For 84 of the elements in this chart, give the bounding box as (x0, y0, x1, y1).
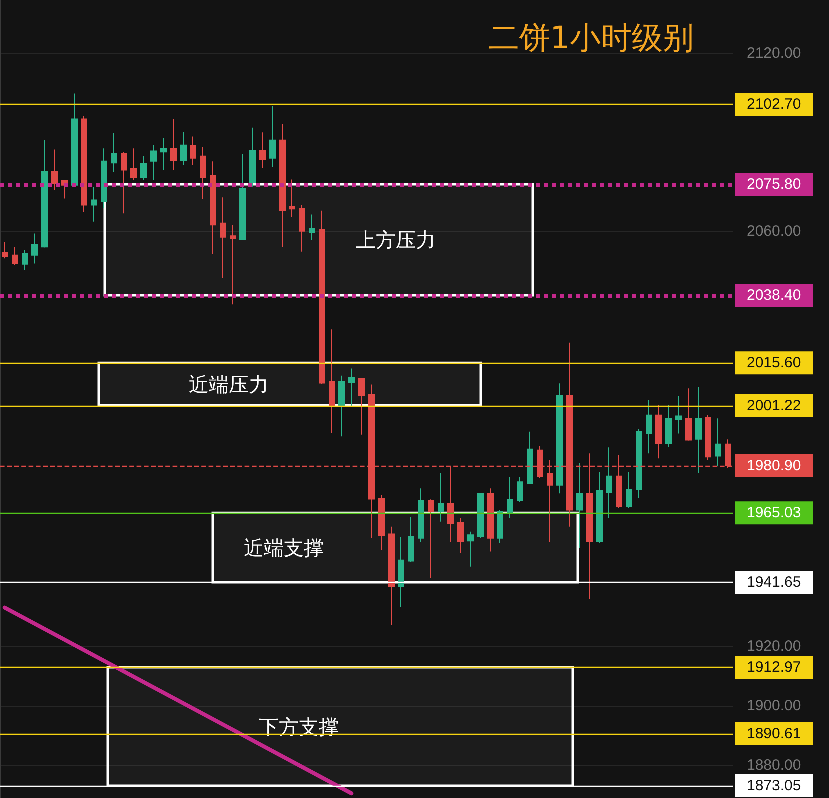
candlestick (111, 132, 117, 173)
y-tick-label: 2120.00 (747, 44, 802, 62)
candlestick (497, 510, 503, 544)
candlestick (636, 429, 642, 499)
candlestick (477, 492, 484, 539)
candlestick (507, 476, 513, 520)
candlestick (378, 494, 385, 551)
candlestick (487, 488, 494, 552)
candlestick (398, 536, 404, 608)
ref-line-label: 2102.70 (747, 96, 802, 114)
candlestick (101, 148, 107, 210)
candlestick (408, 516, 414, 563)
band-label: 近端支撑 (244, 536, 324, 560)
candlestick (230, 224, 236, 306)
candlestick (121, 152, 127, 214)
candlestick (338, 375, 345, 438)
candlestick (2, 242, 8, 260)
y-tick-label: 1900.00 (747, 698, 802, 715)
y-tick-label: 1920.00 (747, 638, 802, 656)
candlestick (130, 148, 137, 181)
ref-line-label: 1980.90 (747, 458, 802, 475)
candlestick (695, 386, 702, 474)
candlestick (715, 418, 721, 467)
candlestick (31, 233, 38, 264)
candlestick (249, 127, 256, 188)
candlestick (438, 472, 444, 522)
candlestick (576, 462, 583, 550)
candlestick (596, 471, 603, 544)
candlestick (665, 404, 672, 448)
candlestick (140, 156, 147, 181)
candlestick (517, 476, 523, 502)
candlestick (527, 431, 533, 484)
ref-line-label: 1965.03 (747, 504, 802, 522)
candlestick (319, 210, 325, 385)
candlestick (200, 146, 206, 200)
ref-line-label: 1941.65 (747, 574, 802, 591)
candlestick (655, 404, 662, 460)
ref-line-label: 2001.22 (747, 397, 802, 414)
band-label: 近端压力 (188, 372, 269, 396)
band-label: 上方压力 (356, 228, 436, 252)
candlestick (239, 154, 246, 241)
candlestick (160, 138, 167, 171)
candlestick (190, 136, 196, 166)
candlestick (646, 400, 652, 454)
candlestick (269, 106, 276, 168)
ref-line-label: 1912.97 (747, 659, 802, 676)
candlestick (675, 396, 682, 434)
candlestick (428, 499, 434, 579)
candlestick (299, 204, 305, 252)
candlestick (388, 526, 395, 626)
candlestick (51, 149, 58, 191)
ref-line-label: 2015.60 (747, 354, 802, 372)
candlestick (705, 414, 711, 461)
candlestick (210, 161, 216, 256)
candlestick (81, 116, 87, 213)
candlestick (606, 447, 612, 520)
ref-line-label: 2075.80 (747, 176, 802, 194)
candlestick (259, 132, 266, 169)
ref-line-label: 1890.61 (747, 725, 802, 742)
candlestick (12, 246, 18, 266)
candlestick (22, 250, 28, 271)
candlestick (556, 383, 563, 494)
candlestick (467, 531, 474, 568)
y-tick-label: 2060.00 (747, 222, 802, 240)
candlestick (170, 119, 177, 171)
candlestick (626, 471, 632, 509)
candlestick (279, 124, 286, 248)
candlestick (457, 518, 464, 554)
candlestick (220, 197, 226, 278)
y-tick-label: 1880.00 (747, 756, 802, 774)
candlestick (358, 378, 365, 436)
candlestick (685, 388, 692, 442)
ref-line-label: 2038.40 (747, 286, 802, 304)
candlestick (91, 186, 97, 222)
candlestick (309, 214, 315, 241)
candlestick (418, 488, 424, 542)
candlestick (329, 329, 335, 434)
text: 二饼1小时级别 (488, 20, 694, 56)
candlestick (150, 144, 157, 181)
candlestick (289, 179, 295, 218)
candlestick (180, 132, 187, 166)
ref-line-label: 1873.05 (747, 777, 802, 794)
candlestick (348, 368, 355, 407)
candlestick (41, 140, 48, 248)
